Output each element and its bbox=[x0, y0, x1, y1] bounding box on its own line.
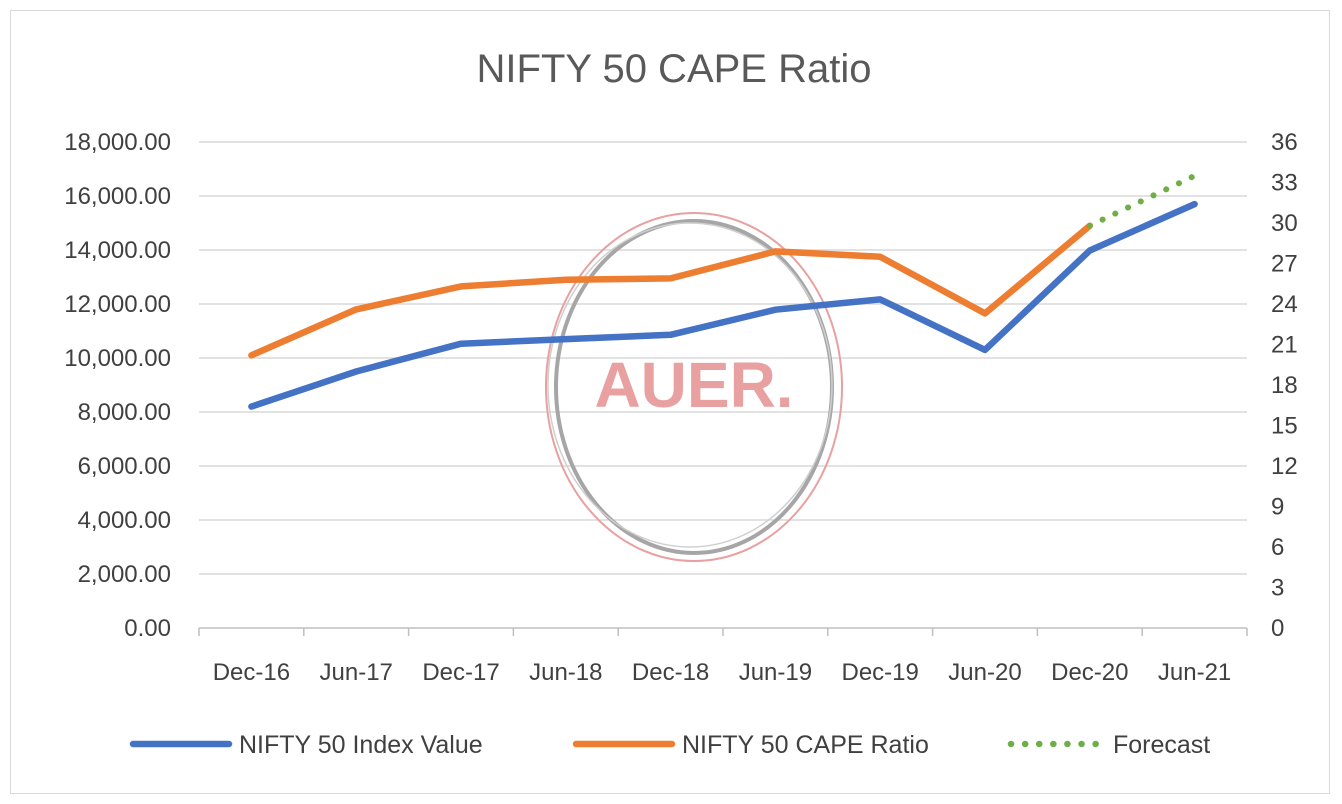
y-left-tick-label: 4,000.00 bbox=[78, 507, 171, 534]
x-tick-label: Dec-19 bbox=[842, 659, 919, 686]
y-right-tick-label: 24 bbox=[1271, 291, 1298, 318]
series-line-1 bbox=[248, 222, 1094, 359]
y-right-tick-label: 21 bbox=[1271, 332, 1298, 359]
line-chart: NIFTY 50 CAPE Ratio AUER. 0.00 2,000.00 4,… bbox=[64, 47, 1297, 759]
y-left-tick-label: 18,000.00 bbox=[64, 129, 171, 156]
series-lines bbox=[248, 172, 1198, 410]
y-right-tick-label: 3 bbox=[1271, 575, 1284, 602]
y-right-tick-label: 36 bbox=[1271, 129, 1298, 156]
legend-label-0: NIFTY 50 Index Value bbox=[239, 731, 483, 759]
x-tick-label: Jun-18 bbox=[529, 659, 602, 686]
y-right-tick-label: 0 bbox=[1271, 615, 1284, 642]
series-line-2 bbox=[1086, 172, 1198, 229]
y-left-tick-label: 12,000.00 bbox=[64, 291, 171, 318]
x-tick-label: Jun-21 bbox=[1158, 659, 1231, 686]
x-tick-label: Dec-18 bbox=[632, 659, 709, 686]
y-right-tick-label: 9 bbox=[1271, 494, 1284, 521]
x-tick-label: Dec-16 bbox=[213, 659, 290, 686]
y-right-tick-label: 15 bbox=[1271, 413, 1298, 440]
y-right-tick-label: 33 bbox=[1271, 170, 1298, 197]
legend-label-2: Forecast bbox=[1113, 731, 1210, 759]
x-tick-label: Dec-20 bbox=[1051, 659, 1128, 686]
x-tick-label: Dec-17 bbox=[422, 659, 499, 686]
y-right-tick-label: 27 bbox=[1271, 251, 1298, 278]
legend-label-1: NIFTY 50 CAPE Ratio bbox=[682, 731, 929, 759]
chart-frame: NIFTY 50 CAPE Ratio AUER. 0.00 2,000.00 4,… bbox=[10, 10, 1330, 794]
legend: NIFTY 50 Index Value NIFTY 50 CAPE Ratio F… bbox=[129, 731, 1210, 759]
y-left-tick-label: 10,000.00 bbox=[64, 345, 171, 372]
y-right-tick-label: 6 bbox=[1271, 534, 1284, 561]
watermark-text: AUER. bbox=[594, 349, 793, 421]
watermark-logo: AUER. bbox=[545, 212, 843, 562]
y-left-tick-label: 6,000.00 bbox=[78, 453, 171, 480]
y-left-tick-label: 0.00 bbox=[124, 615, 171, 642]
series-line-0 bbox=[248, 200, 1198, 410]
x-tick-label: Jun-19 bbox=[739, 659, 812, 686]
y-left-tick-label: 14,000.00 bbox=[64, 237, 171, 264]
y-left-tick-label: 16,000.00 bbox=[64, 183, 171, 210]
watermark-ring-thin bbox=[547, 222, 833, 548]
y-right-tick-label: 30 bbox=[1271, 210, 1298, 237]
y-right-tick-label: 18 bbox=[1271, 372, 1298, 399]
x-tick-label: Jun-17 bbox=[320, 659, 393, 686]
y-left-tick-label: 2,000.00 bbox=[78, 561, 171, 588]
axes: 0.00 2,000.00 4,000.00 6,000.00 8,000.00 10,0… bbox=[64, 129, 1297, 686]
x-tick-label: Jun-20 bbox=[948, 659, 1021, 686]
watermark-ring-outer bbox=[545, 212, 843, 562]
y-right-tick-label: 12 bbox=[1271, 453, 1298, 480]
chart-title: NIFTY 50 CAPE Ratio bbox=[477, 47, 872, 91]
y-left-tick-label: 8,000.00 bbox=[78, 399, 171, 426]
